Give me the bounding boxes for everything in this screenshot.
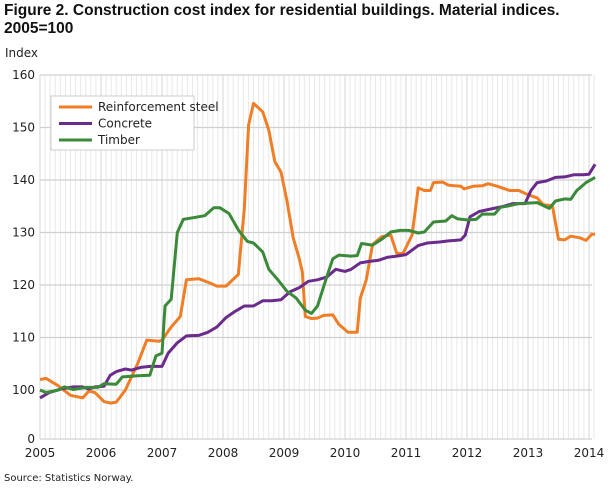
x-tick-label: 2011 bbox=[391, 446, 422, 460]
series-line-timber bbox=[39, 176, 596, 395]
y-tick-label: 0 bbox=[27, 432, 35, 446]
series-line-reinforcement-steel bbox=[39, 101, 596, 405]
series-line-concrete bbox=[39, 163, 597, 400]
x-tick-label: 2007 bbox=[147, 446, 178, 460]
y-tick-label: 100 bbox=[12, 383, 35, 397]
x-tick-label: 2014 bbox=[574, 446, 605, 460]
chart-title: Figure 2. Construction cost index for re… bbox=[4, 2, 560, 37]
x-tick-label: 2013 bbox=[513, 446, 544, 460]
chart-source: Source: Statistics Norway. bbox=[4, 473, 134, 484]
y-tick-label: 120 bbox=[12, 278, 35, 292]
x-tick-label: 2008 bbox=[208, 446, 239, 460]
y-tick-label: 160 bbox=[12, 68, 35, 82]
y-tick-label: 110 bbox=[12, 331, 35, 345]
x-tick-label: 2006 bbox=[86, 446, 117, 460]
x-tick-label: 2009 bbox=[269, 446, 300, 460]
y-tick-label: 150 bbox=[12, 121, 35, 135]
y-axis-label: Index bbox=[5, 46, 38, 60]
y-tick-label: 140 bbox=[12, 173, 35, 187]
legend-label: Timber bbox=[97, 133, 140, 147]
legend-label: Concrete bbox=[98, 117, 152, 131]
y-tick-label: 130 bbox=[12, 226, 35, 240]
legend-label: Reinforcement steel bbox=[98, 100, 219, 114]
x-tick-label: 2010 bbox=[330, 446, 361, 460]
x-tick-label: 2012 bbox=[452, 446, 483, 460]
x-tick-label: 2005 bbox=[25, 446, 56, 460]
